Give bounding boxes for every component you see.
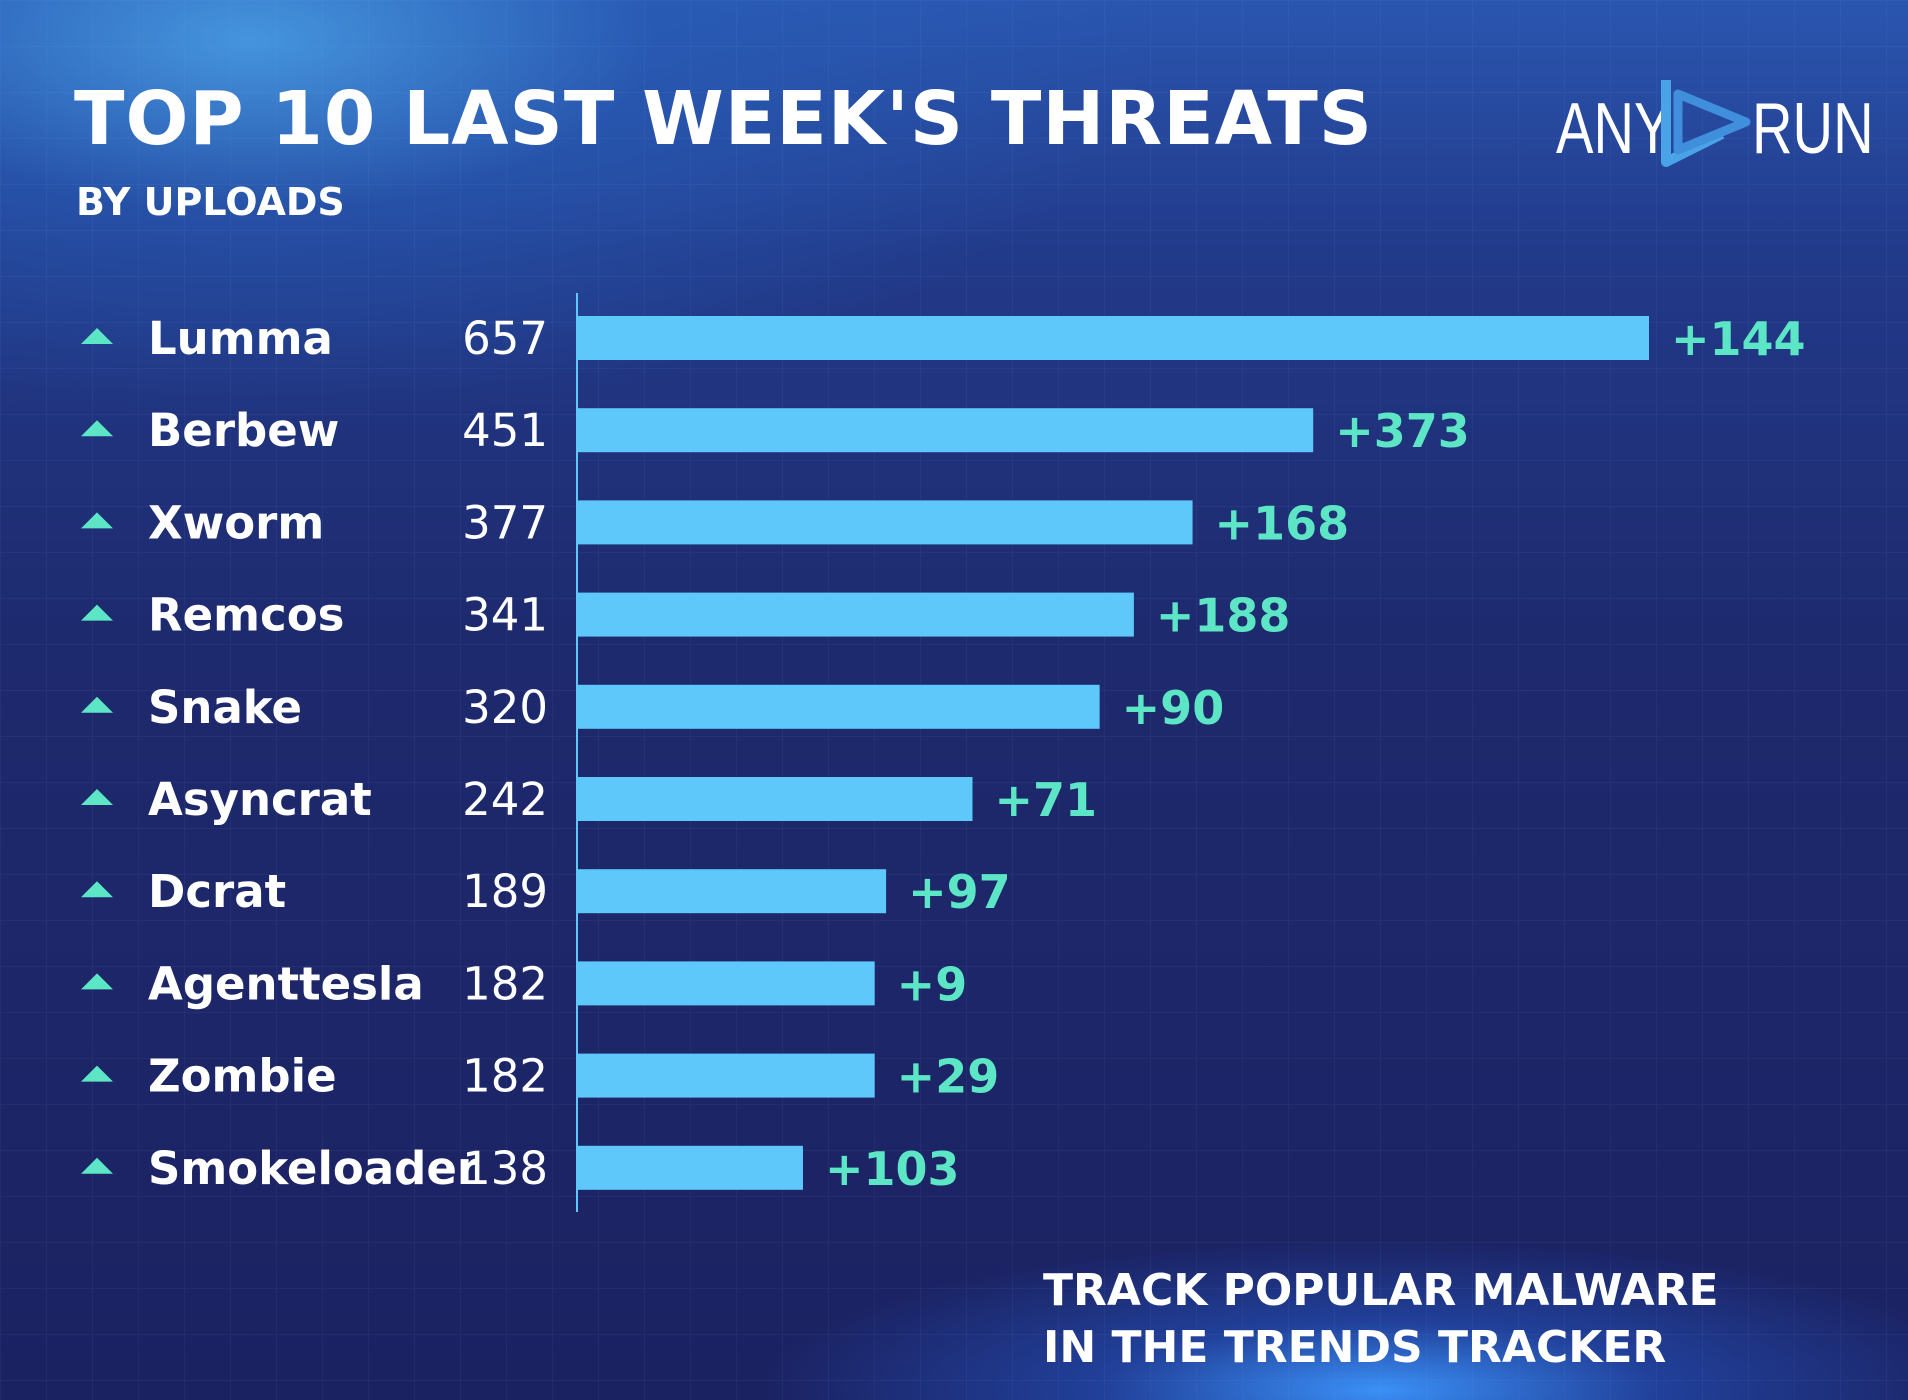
bar [578,961,875,1006]
cta-line-2: IN THE TRENDS TRACKER [1043,1322,1667,1373]
change-label: +97 [908,865,1011,919]
change-label: +373 [1335,404,1470,458]
change-label: +71 [994,773,1097,827]
value-label: 242 [462,773,548,826]
value-label: 657 [462,312,548,365]
trend-up-icon [81,328,113,344]
change-label: +168 [1215,496,1350,550]
category-label: Asyncrat [148,773,372,826]
bar [578,777,973,821]
change-label: +103 [825,1142,960,1196]
category-label: Snake [148,681,302,734]
change-label: +188 [1156,589,1291,643]
change-label: +9 [897,957,968,1011]
bar [578,1053,875,1098]
trend-up-icon [81,420,113,437]
value-label: 451 [462,404,548,457]
trend-up-icon [81,1157,113,1174]
value-label: 189 [462,865,548,918]
change-label: +90 [1122,681,1225,735]
bar [578,1145,803,1190]
value-label: 341 [462,589,548,642]
chart-subtitle: BY UPLOADS [76,180,345,224]
trend-up-icon [81,789,113,805]
value-label: 138 [462,1142,548,1195]
value-label: 320 [462,681,548,734]
category-label: Smokeloader [148,1142,480,1195]
category-label: Xworm [148,496,324,549]
category-label: Remcos [148,589,344,642]
category-label: Berbew [148,404,339,457]
bar [578,500,1193,545]
category-label: Dcrat [148,865,286,918]
bar [578,592,1134,637]
bar [578,684,1100,729]
trend-up-icon [81,973,113,990]
chart-title: TOP 10 LAST WEEK'S THREATS [74,76,1374,162]
trend-up-icon [81,604,113,621]
value-label: 377 [462,496,548,549]
trend-up-icon [81,512,113,529]
logo-text-run: RUN [1752,89,1874,169]
category-label: Zombie [148,1050,337,1103]
value-label: 182 [462,957,548,1010]
bar [578,316,1649,360]
play-icon [1661,80,1751,167]
trend-up-icon [81,696,113,713]
category-label: Agenttesla [148,957,424,1010]
call-to-action: TRACK POPULAR MALWARE IN THE TRENDS TRAC… [1043,1262,1719,1376]
category-label: Lumma [148,312,333,365]
trend-up-icon [81,881,113,898]
change-label: +144 [1671,312,1806,366]
change-label: +29 [897,1050,1000,1104]
bar [578,408,1314,453]
bar [578,869,887,914]
cta-line-1: TRACK POPULAR MALWARE [1043,1265,1719,1316]
logo-text-any: ANY [1556,89,1672,169]
trend-up-icon [81,1065,113,1082]
value-label: 182 [462,1050,548,1103]
